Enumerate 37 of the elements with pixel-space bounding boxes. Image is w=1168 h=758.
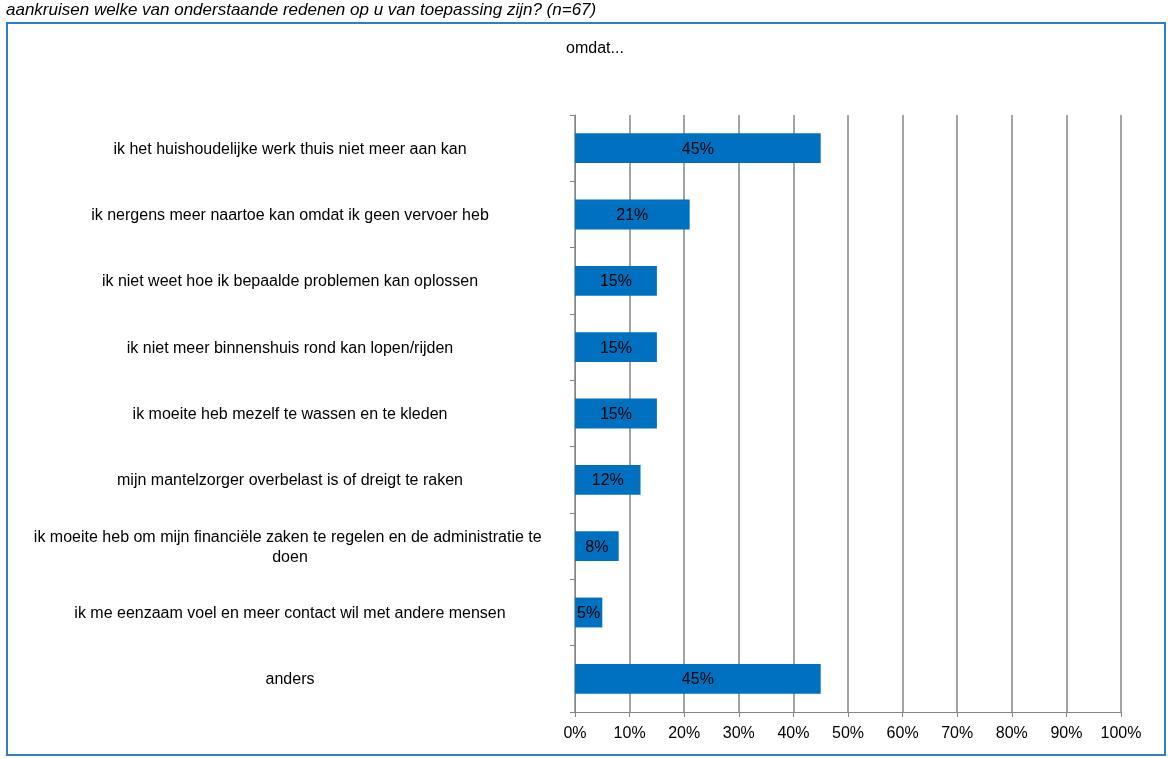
y-tick-label: ik het huishoudelijke werk thuis niet meer aan kan xyxy=(113,139,467,157)
bar xyxy=(575,265,657,296)
y-tick-label: mijn mantelzorger overbelast is of dreigt te raken xyxy=(117,471,463,489)
data-label: 15% xyxy=(599,338,632,356)
text: aankruisen welke van onderstaande redenen op u van toepassing zijn? (n=67) xyxy=(6,0,597,20)
y-tick-label: ik niet weet hoe ik bepaalde problemen kan oplossen xyxy=(101,272,479,290)
data-label: 5% xyxy=(577,604,601,621)
x-tick-label: 60% xyxy=(886,723,919,741)
data-label: 15% xyxy=(599,272,632,290)
bar xyxy=(575,199,690,230)
x-tick-label: 20% xyxy=(668,723,701,741)
x-tick-label: 70% xyxy=(941,723,974,741)
chart-title: omdat... xyxy=(566,38,624,56)
x-tick-label: 30% xyxy=(722,723,755,741)
bar xyxy=(575,133,821,164)
x-tick-label: 100% xyxy=(1100,723,1142,741)
bar xyxy=(575,332,657,363)
data-label: 12% xyxy=(591,471,624,489)
data-label: 45% xyxy=(681,139,714,157)
bar xyxy=(575,464,641,495)
y-tick-label: ik me eenzaam voel en meer contact wil met andere mensen xyxy=(74,604,506,621)
y-tick-label: ik moeite heb mezelf te wassen en te kleden xyxy=(132,405,448,422)
x-tick-label: 90% xyxy=(1050,723,1083,741)
data-label: 8% xyxy=(585,537,609,555)
x-tick-label: 10% xyxy=(613,723,646,741)
x-tick-label: 40% xyxy=(777,723,810,741)
y-tick-label: ik moeite heb om mijn financiële zaken te regelen en de administratie te doen xyxy=(33,527,547,565)
x-tick-label: 0% xyxy=(563,723,587,741)
y-tick-label: anders xyxy=(265,670,315,688)
data-label: 21% xyxy=(616,206,649,223)
x-tick-label: 50% xyxy=(831,723,865,741)
x-tick-label: 80% xyxy=(995,723,1028,741)
data-label: 45% xyxy=(681,670,714,688)
y-tick-label: ik niet meer binnenshuis rond kan lopen/rijden xyxy=(126,338,454,356)
data-label: 15% xyxy=(599,405,632,422)
bar xyxy=(575,663,821,694)
y-tick-label: ik nergens meer naartoe kan omdat ik geen vervoer heb xyxy=(91,206,489,223)
